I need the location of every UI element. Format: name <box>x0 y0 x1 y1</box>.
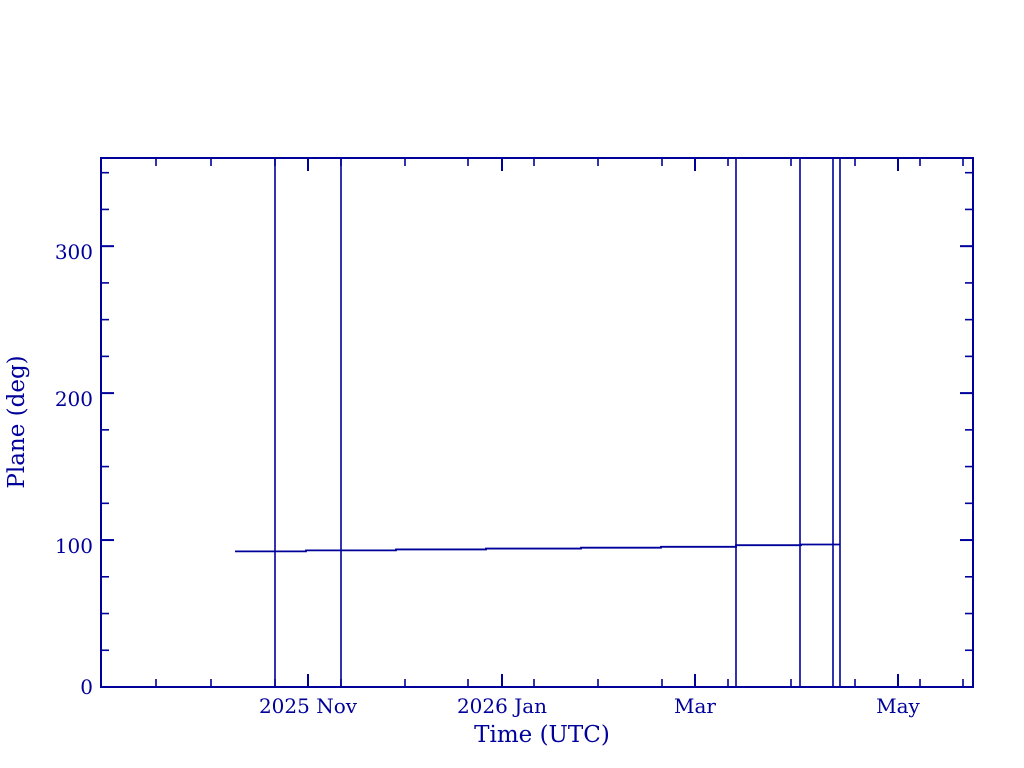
x-tick-label-4: May <box>876 694 920 718</box>
x-tick-label-3: Mar <box>674 694 716 718</box>
x-tick-label-1: 2025 Nov <box>259 694 358 718</box>
data-series-line <box>235 543 840 553</box>
vertical-spike-lines <box>274 158 841 687</box>
y-tick-label-300: 300 <box>55 240 93 264</box>
y-tick-label-0: 0 <box>80 675 93 699</box>
y-axis-ticks <box>101 171 973 688</box>
plot-frame <box>100 157 974 688</box>
y-axis-title: Plane (deg) <box>4 355 30 488</box>
y-tick-label-100: 100 <box>55 534 93 558</box>
x-axis-title: Time (UTC) <box>474 722 610 748</box>
x-tick-label-2: 2026 Jan <box>457 694 547 718</box>
y-tick-label-200: 200 <box>55 387 93 411</box>
